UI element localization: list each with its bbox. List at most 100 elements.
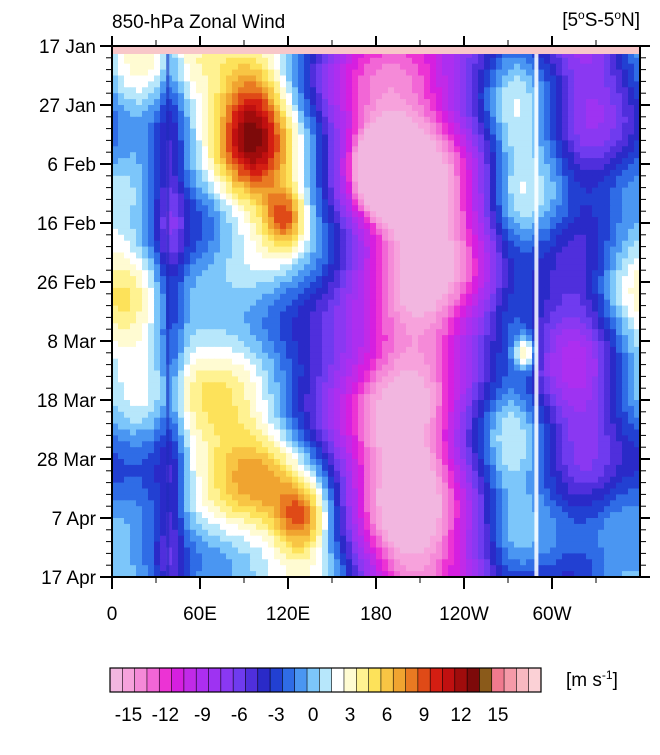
heatmap-cell [160, 75, 167, 82]
heatmap-cell [214, 187, 221, 195]
heatmap-cell [430, 276, 437, 283]
heatmap-cell [568, 240, 575, 248]
heatmap-cell [298, 246, 305, 254]
heatmap-cell [598, 305, 605, 313]
heatmap-cell [538, 122, 545, 130]
heatmap-cell [544, 63, 551, 71]
heatmap-cell [250, 51, 257, 59]
heatmap-cell [352, 252, 359, 259]
heatmap-cell [616, 270, 623, 277]
heatmap-cell [112, 181, 119, 189]
heatmap-cell [238, 175, 245, 183]
heatmap-cell [388, 122, 395, 130]
heatmap-cell [448, 358, 455, 366]
heatmap-cell [172, 69, 179, 77]
heatmap-cell [214, 240, 221, 248]
heatmap-cell [292, 93, 299, 100]
heatmap-cell [154, 199, 161, 206]
heatmap-cell [166, 110, 173, 118]
heatmap-cell [220, 287, 227, 295]
heatmap-cell [352, 146, 359, 153]
heatmap-cell [358, 134, 365, 141]
heatmap-cell [442, 364, 449, 372]
heatmap-cell [256, 116, 263, 124]
heatmap-cell [586, 287, 593, 295]
heatmap-cell [244, 187, 251, 195]
heatmap-cell [118, 376, 125, 383]
heatmap-cell [484, 240, 491, 248]
heatmap-cell [622, 317, 629, 324]
heatmap-cell [310, 134, 317, 141]
heatmap-cell [502, 105, 509, 112]
heatmap-cell [592, 93, 599, 100]
heatmap-cell [286, 187, 293, 195]
heatmap-cell [490, 116, 497, 124]
heatmap-cell [484, 169, 491, 177]
heatmap-cell [382, 81, 389, 88]
heatmap-cell [322, 87, 329, 94]
heatmap-cell [484, 116, 491, 124]
heatmap-cell [142, 116, 149, 124]
heatmap-cell [526, 252, 533, 259]
heatmap-cell [118, 152, 125, 159]
heatmap-cell [568, 116, 575, 124]
heatmap-cell [598, 211, 605, 218]
heatmap-cell [346, 134, 353, 141]
heatmap-cell [244, 305, 251, 313]
heatmap-cell [418, 87, 425, 94]
heatmap-cell [238, 364, 245, 372]
heatmap-cell [154, 93, 161, 100]
heatmap-cell [262, 69, 269, 77]
heatmap-cell [262, 87, 269, 94]
heatmap-cell [166, 293, 173, 301]
heatmap-cell [406, 258, 413, 265]
heatmap-cell [472, 370, 479, 377]
heatmap-cell [310, 282, 317, 289]
heatmap-cell [508, 211, 515, 218]
heatmap-cell [538, 287, 545, 295]
heatmap-cell [130, 364, 137, 372]
heatmap-cell [238, 211, 245, 218]
heatmap-cell [130, 276, 137, 283]
heatmap-cell [442, 335, 449, 342]
heatmap-cell [388, 329, 395, 336]
heatmap-cell [214, 270, 221, 277]
heatmap-cell [634, 329, 641, 336]
heatmap-cell [628, 205, 635, 212]
heatmap-cell [202, 169, 209, 177]
heatmap-cell [118, 258, 125, 265]
heatmap-cell [202, 146, 209, 153]
heatmap-cell [352, 116, 359, 124]
heatmap-cell [376, 110, 383, 118]
heatmap-cell [394, 287, 401, 295]
heatmap-cell [340, 341, 347, 348]
heatmap-cell [634, 87, 641, 94]
heatmap-cell [184, 282, 191, 289]
heatmap-cell [112, 282, 119, 289]
heatmap-cell [280, 211, 287, 218]
heatmap-cell [484, 110, 491, 118]
heatmap-cell [118, 81, 125, 88]
heatmap-cell [334, 376, 341, 383]
heatmap-cell [316, 299, 323, 307]
heatmap-cell [580, 193, 587, 200]
heatmap-cell [448, 264, 455, 271]
heatmap-cell [568, 105, 575, 112]
heatmap-cell [328, 246, 335, 254]
heatmap-cell [148, 228, 155, 236]
heatmap-cell [622, 140, 629, 147]
heatmap-cell [220, 152, 227, 159]
heatmap-cell [376, 128, 383, 136]
heatmap-cell [520, 122, 527, 130]
heatmap-cell [136, 293, 143, 301]
heatmap-cell [358, 158, 365, 165]
heatmap-cell [178, 258, 185, 265]
heatmap-cell [112, 105, 119, 112]
heatmap-cell [418, 181, 425, 189]
heatmap-cell [526, 323, 533, 330]
heatmap-cell [568, 110, 575, 118]
heatmap-cell [136, 169, 143, 177]
heatmap-cell [418, 152, 425, 159]
heatmap-cell [466, 282, 473, 289]
heatmap-cell [112, 258, 119, 265]
